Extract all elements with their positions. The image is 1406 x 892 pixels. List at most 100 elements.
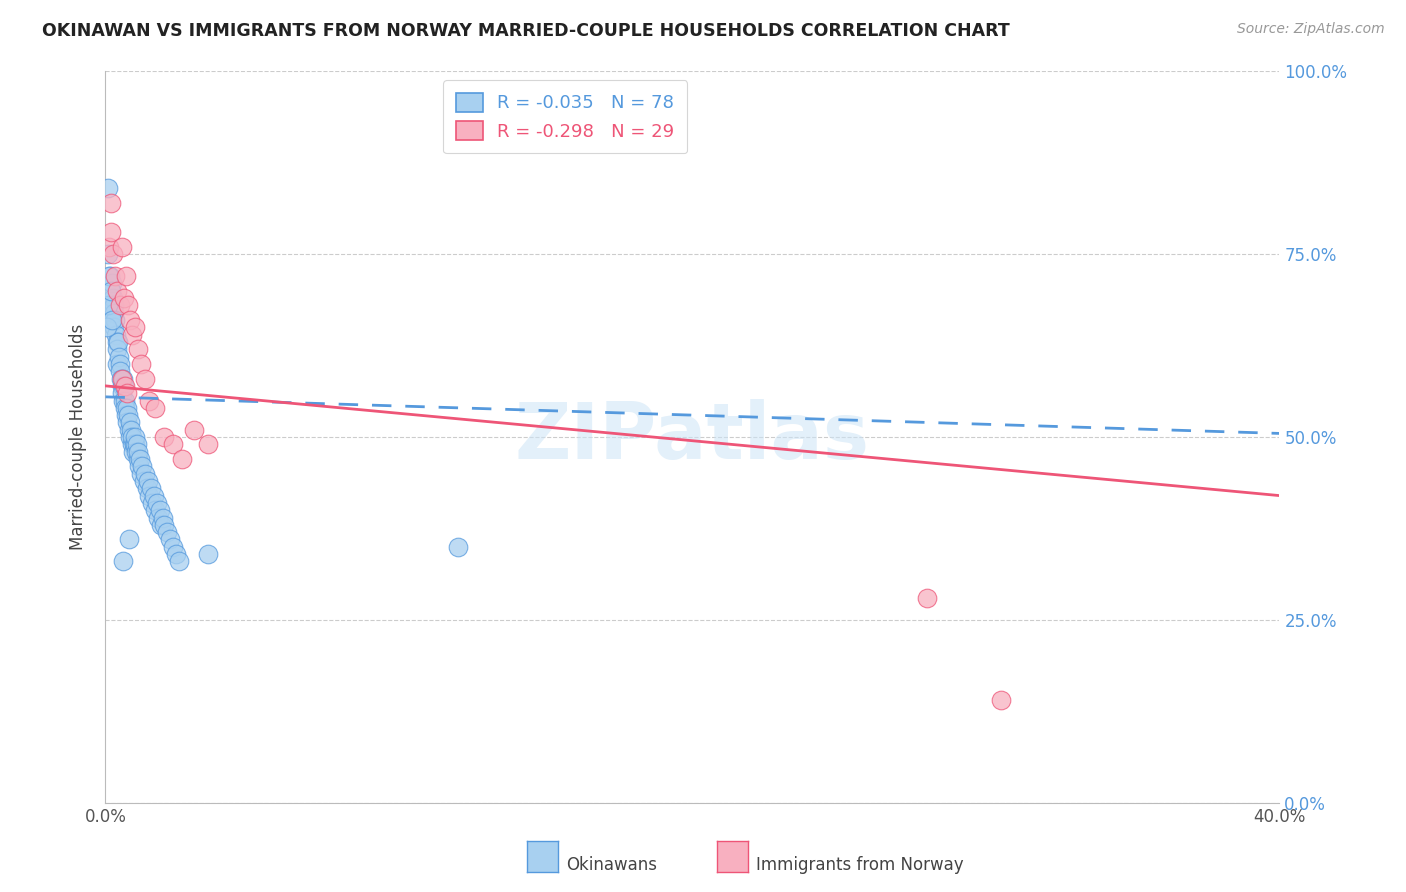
Point — [138, 489, 160, 503]
Point — [112, 291, 135, 305]
Point — [124, 320, 146, 334]
Point — [100, 225, 122, 239]
Point — [990, 693, 1012, 707]
Point — [121, 437, 143, 451]
Point — [142, 489, 165, 503]
Point — [110, 240, 132, 254]
Point — [105, 357, 128, 371]
Point — [197, 437, 219, 451]
Point — [129, 357, 152, 371]
Point — [152, 510, 174, 524]
Point — [122, 437, 145, 451]
Point — [127, 444, 149, 458]
Point — [108, 364, 131, 378]
Point — [97, 298, 120, 312]
Point — [162, 540, 184, 554]
Point — [110, 371, 132, 385]
Point — [135, 481, 157, 495]
Point — [100, 196, 122, 211]
Point — [446, 540, 468, 554]
Point — [103, 320, 125, 334]
Point — [110, 379, 132, 393]
Point — [170, 452, 193, 467]
Point — [96, 320, 118, 334]
Point — [128, 459, 150, 474]
Point — [139, 481, 162, 495]
Point — [100, 284, 122, 298]
Point — [131, 459, 153, 474]
Point — [111, 386, 134, 401]
Point — [167, 554, 190, 568]
Point — [115, 269, 138, 284]
Point — [120, 313, 142, 327]
Point — [112, 393, 135, 408]
Point — [107, 350, 129, 364]
Point — [156, 525, 179, 540]
Point — [114, 401, 136, 415]
Point — [115, 401, 138, 415]
Point — [98, 269, 121, 284]
Legend: R = -0.035   N = 78, R = -0.298   N = 29: R = -0.035 N = 78, R = -0.298 N = 29 — [443, 80, 688, 153]
Text: Okinawans: Okinawans — [567, 856, 658, 874]
Point — [97, 247, 120, 261]
Point — [121, 430, 143, 444]
Point — [112, 554, 135, 568]
Point — [138, 393, 160, 408]
Point — [183, 423, 205, 437]
Point — [117, 386, 139, 401]
Point — [103, 298, 125, 312]
Point — [105, 284, 128, 298]
Point — [110, 371, 132, 385]
Point — [124, 430, 146, 444]
Point — [153, 517, 176, 532]
Point — [159, 533, 181, 547]
Point — [127, 343, 149, 357]
Point — [143, 401, 166, 415]
Point — [136, 474, 159, 488]
Point — [120, 430, 142, 444]
Point — [105, 343, 128, 357]
Point — [118, 533, 141, 547]
Point — [103, 306, 125, 320]
Point — [104, 269, 127, 284]
Point — [117, 408, 139, 422]
Point — [141, 496, 163, 510]
Text: Immigrants from Norway: Immigrants from Norway — [756, 856, 965, 874]
Point — [101, 277, 124, 291]
Point — [150, 517, 173, 532]
Point — [132, 474, 155, 488]
Point — [108, 357, 131, 371]
Text: Source: ZipAtlas.com: Source: ZipAtlas.com — [1237, 22, 1385, 37]
Point — [118, 416, 141, 430]
Point — [120, 423, 142, 437]
Point — [104, 313, 127, 327]
Point — [162, 437, 184, 451]
Point — [98, 240, 121, 254]
Point — [100, 298, 122, 312]
Y-axis label: Married-couple Households: Married-couple Households — [69, 324, 87, 550]
Point — [134, 371, 156, 385]
Text: OKINAWAN VS IMMIGRANTS FROM NORWAY MARRIED-COUPLE HOUSEHOLDS CORRELATION CHART: OKINAWAN VS IMMIGRANTS FROM NORWAY MARRI… — [42, 22, 1010, 40]
Point — [129, 467, 152, 481]
Point — [112, 371, 135, 385]
Point — [143, 503, 166, 517]
Point — [100, 313, 122, 327]
Point — [125, 444, 148, 458]
Point — [917, 591, 939, 605]
Point — [112, 379, 135, 393]
Point — [114, 379, 136, 393]
Point — [122, 444, 145, 458]
Point — [121, 327, 143, 342]
Point — [165, 547, 187, 561]
Point — [146, 496, 169, 510]
Point — [117, 298, 139, 312]
Point — [197, 547, 219, 561]
Point — [105, 334, 128, 349]
Point — [114, 393, 136, 408]
Point — [149, 503, 172, 517]
Point — [101, 247, 124, 261]
Point — [129, 452, 152, 467]
Point — [127, 452, 149, 467]
Point — [107, 334, 129, 349]
Point — [153, 430, 176, 444]
